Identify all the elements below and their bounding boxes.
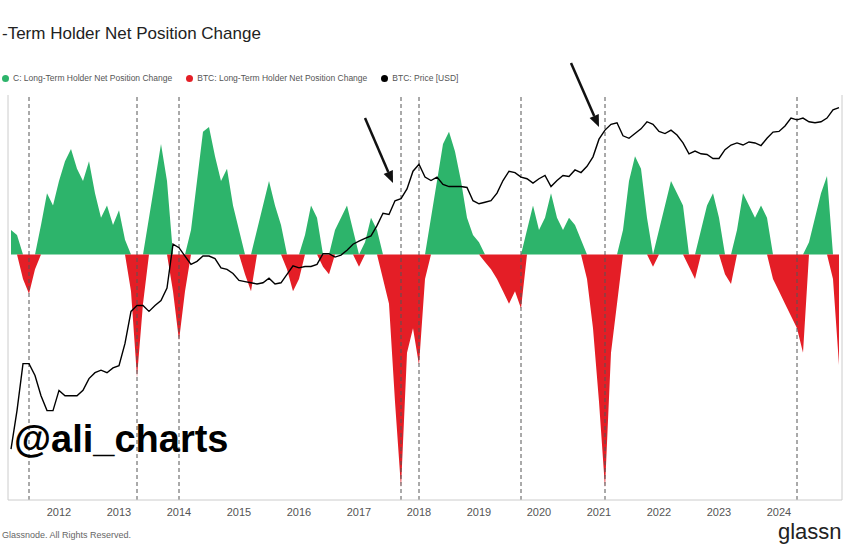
svg-text:2018: 2018	[407, 506, 431, 518]
html-text:@ali_charts: @ali_charts	[14, 418, 229, 460]
svg-text:2021: 2021	[587, 506, 611, 518]
html-text:Glassnode. All Rights Reserved: Glassnode. All Rights Reserved.	[2, 530, 132, 540]
svg-text:2015: 2015	[227, 506, 251, 518]
svg-text:2020: 2020	[527, 506, 551, 518]
html-text:BTC: Long-Term Holder Net Posi: BTC: Long-Term Holder Net Position Chang…	[197, 73, 368, 83]
html-text:BTC: Price [USD]: BTC: Price [USD]	[392, 73, 459, 83]
svg-text:2016: 2016	[287, 506, 311, 518]
svg-text:2012: 2012	[47, 506, 71, 518]
html-text:glassn: glassn	[778, 519, 842, 544]
svg-text:2019: 2019	[467, 506, 491, 518]
svg-text:2024: 2024	[767, 506, 791, 518]
svg-text:2013: 2013	[107, 506, 131, 518]
svg-text:2023: 2023	[707, 506, 731, 518]
html-text:-Term Holder Net Position Chan: -Term Holder Net Position Change	[2, 24, 261, 43]
svg-text:2017: 2017	[347, 506, 371, 518]
svg-text:2022: 2022	[647, 506, 671, 518]
html-text:C: Long-Term Holder Net Positi: C: Long-Term Holder Net Position Change	[13, 73, 173, 83]
svg-text:2014: 2014	[167, 506, 191, 518]
